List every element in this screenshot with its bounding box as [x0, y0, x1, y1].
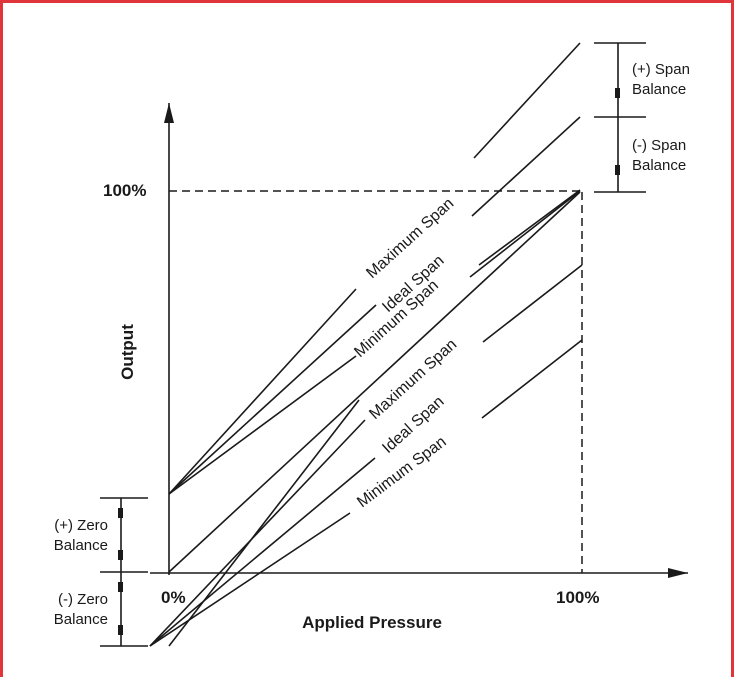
middle-max-span-line: [168, 399, 360, 647]
lower-ideal-span-line: [482, 264, 583, 343]
middle-max-span-line: [469, 190, 581, 278]
upper-max-span-line: [168, 288, 357, 495]
x-end-label: 100%: [556, 588, 599, 607]
y-top-label: 100%: [103, 181, 146, 200]
minus-span-balance-label: (-) Span: [632, 137, 686, 154]
upper-fan-lines: [168, 42, 581, 495]
x-start-label: 0%: [161, 588, 186, 607]
minus-span-balance-label-2: Balance: [632, 157, 686, 174]
lower-max-span-line: [149, 419, 366, 647]
plus-span-balance-label-2: Balance: [632, 81, 686, 98]
upper-ideal-span-line: [168, 304, 377, 495]
upper-max-span-label: Maximum Span: [363, 195, 457, 282]
lower-min-span-line: [481, 339, 583, 419]
lower-ideal-span-line: [149, 457, 376, 647]
lower-fan-lines: [149, 264, 583, 647]
minus-zero-balance-label-2: Balance: [54, 611, 108, 628]
span-balance-brackets: [594, 42, 646, 193]
zero-balance-brackets: [100, 497, 148, 647]
ideal-zero-ideal-span-line: [168, 191, 581, 573]
upper-ideal-span-line: [471, 116, 581, 217]
minus-zero-balance-label: (-) Zero: [58, 591, 108, 608]
x-axis-title: Applied Pressure: [302, 613, 442, 632]
plus-span-balance-label: (+) Span: [632, 61, 690, 78]
plus-zero-balance-label: (+) Zero: [54, 517, 108, 534]
lower-max-span-label: Maximum Span: [366, 336, 460, 423]
upper-max-span-line: [473, 42, 581, 159]
upper-min-span-line: [478, 189, 581, 266]
middle-fan-lines: [168, 190, 581, 647]
upper-min-span-line: [168, 355, 357, 495]
y-axis-title: Output: [118, 324, 137, 380]
plus-zero-balance-label-2: Balance: [54, 537, 108, 554]
lower-min-span-line: [149, 512, 351, 647]
